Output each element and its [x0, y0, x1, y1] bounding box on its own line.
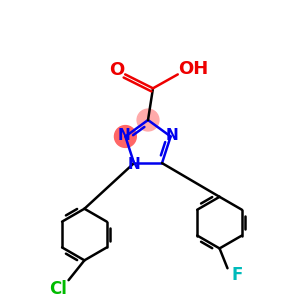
Text: Cl: Cl [49, 280, 67, 298]
Text: OH: OH [178, 60, 209, 78]
Text: O: O [109, 61, 124, 80]
Text: N: N [165, 128, 178, 143]
Text: N: N [128, 157, 140, 172]
Text: F: F [232, 266, 243, 284]
Text: N: N [118, 128, 131, 143]
Circle shape [115, 126, 136, 147]
Circle shape [137, 109, 159, 131]
